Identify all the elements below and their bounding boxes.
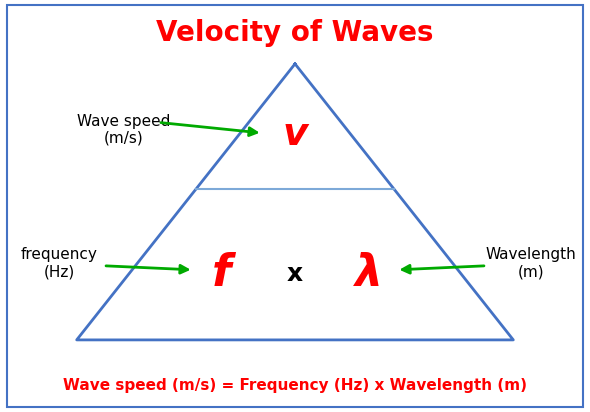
Text: Wave speed (m/s) = Frequency (Hz) x Wavelength (m): Wave speed (m/s) = Frequency (Hz) x Wave… (63, 378, 527, 393)
Text: Velocity of Waves: Velocity of Waves (156, 19, 434, 47)
Text: frequency
(Hz): frequency (Hz) (21, 248, 97, 280)
Text: Wave speed
(m/s): Wave speed (m/s) (77, 114, 171, 146)
Text: x: x (287, 262, 303, 286)
Text: v: v (282, 115, 308, 153)
Text: f: f (212, 253, 231, 295)
Text: Wavelength
(m): Wavelength (m) (486, 248, 576, 280)
Text: λ: λ (355, 253, 383, 295)
